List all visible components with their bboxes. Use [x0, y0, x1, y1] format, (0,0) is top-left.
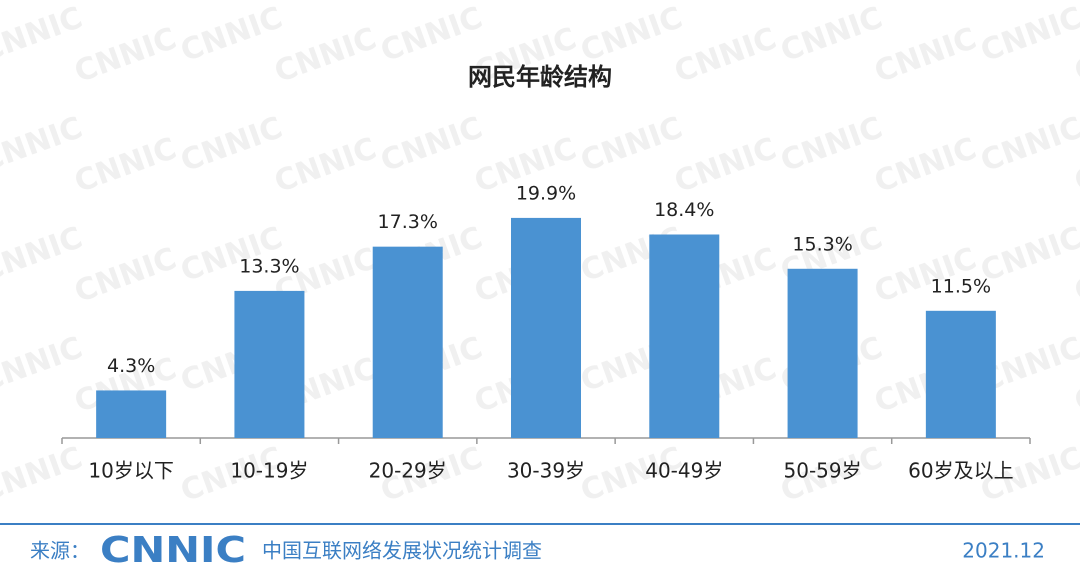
- x-tick-label: 50-59岁: [784, 459, 862, 483]
- chart-title: 网民年龄结构: [468, 63, 612, 91]
- value-label: 13.3%: [239, 255, 299, 277]
- x-tick-label: 60岁及以上: [908, 459, 1013, 483]
- value-label: 4.3%: [107, 355, 155, 377]
- value-label: 18.4%: [654, 199, 714, 221]
- value-label: 17.3%: [378, 211, 438, 233]
- value-label: 11.5%: [931, 275, 991, 297]
- value-label: 19.9%: [516, 182, 576, 204]
- watermark: CNNIC: [1070, 241, 1080, 310]
- bar: [925, 310, 996, 438]
- value-label: 15.3%: [792, 233, 852, 255]
- footer-date: 2021.12: [962, 539, 1045, 563]
- bar: [511, 217, 581, 438]
- x-tick-label: 20-29岁: [369, 459, 447, 483]
- x-tick-label: 40-49岁: [645, 459, 723, 483]
- x-tick-label: 10-19岁: [230, 459, 308, 483]
- x-tick-label: 10岁以下: [88, 459, 173, 483]
- footer-survey: 中国互联网络发展状况统计调查: [262, 539, 542, 563]
- footer-logo: CNNIC: [100, 530, 246, 571]
- bar: [372, 246, 443, 438]
- bar: [787, 268, 858, 438]
- watermark: CNNIC: [1070, 351, 1080, 420]
- x-tick-label: 30-39岁: [507, 459, 585, 483]
- footer-source: 来源：: [30, 539, 90, 563]
- watermark: CNNIC: [1070, 21, 1080, 90]
- bar: [649, 234, 720, 438]
- bar: [96, 390, 167, 438]
- watermark: CNNIC: [1070, 131, 1080, 200]
- bar: [234, 290, 305, 438]
